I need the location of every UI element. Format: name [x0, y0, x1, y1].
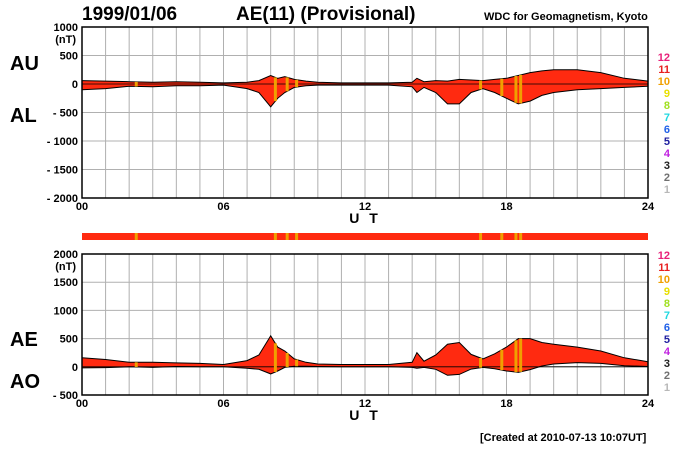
station-bar-highlight — [514, 233, 518, 240]
station-bar-highlight — [134, 233, 138, 240]
x-axis-label: U T — [349, 407, 381, 423]
y-tick-label: 500 — [60, 334, 78, 346]
area-highlight-stripe — [273, 343, 277, 372]
y-tick-label: 0 — [72, 362, 78, 374]
x-tick-label: 06 — [217, 201, 229, 213]
plot-title: AE(11) (Provisional) — [236, 4, 416, 25]
y-tick-label: 0 — [72, 79, 78, 91]
plot-frame — [81, 26, 649, 199]
series-label-al: AL — [10, 105, 37, 127]
area-fill — [82, 69, 648, 107]
series-label-ae: AE — [10, 329, 38, 351]
y-tick-label: 1500 — [54, 277, 78, 289]
legend-item-2: 2 — [664, 370, 670, 382]
legend-item-1: 1 — [664, 184, 670, 196]
legend-item-5: 5 — [664, 334, 670, 346]
station-bar-highlight — [479, 233, 483, 240]
area-highlight-stripe — [479, 80, 483, 90]
legend-item-2: 2 — [664, 172, 670, 184]
x-tick-label: 18 — [500, 398, 512, 410]
x-axis-label: U T — [349, 210, 381, 226]
legend-item-1: 1 — [664, 382, 670, 394]
y-tick-label: - 1000 — [47, 136, 78, 148]
area-highlight-stripe — [295, 79, 299, 88]
legend-item-8: 8 — [664, 100, 670, 112]
series-line-au — [81, 69, 649, 84]
legend-item-8: 8 — [664, 298, 670, 310]
area-highlight-stripe — [500, 78, 504, 96]
area-highlight-stripe — [479, 358, 483, 368]
legend-item-6: 6 — [664, 124, 670, 136]
organization-label: WDC for Geomagnetism, Kyoto — [484, 11, 648, 23]
station-bar-highlight — [519, 233, 523, 240]
plot-date: 1999/01/06 — [82, 4, 178, 25]
y-tick-label: - 1500 — [47, 165, 78, 177]
legend-item-9: 9 — [664, 286, 670, 298]
station-bar-highlight — [295, 233, 299, 240]
y-tick-label: - 2000 — [47, 193, 78, 205]
y-tick-label: - 500 — [53, 390, 78, 402]
area-highlight-stripe — [285, 352, 289, 368]
y-axis-unit: (nT) — [55, 34, 76, 46]
area-highlight-stripe — [500, 349, 504, 371]
x-tick-label: 12 — [359, 398, 371, 410]
legend-item-3: 3 — [664, 160, 670, 172]
area-highlight-stripe — [285, 77, 289, 92]
legend-item-4: 4 — [664, 148, 671, 160]
area-highlight-stripe — [514, 340, 518, 373]
area-highlight-stripe — [273, 77, 277, 102]
y-axis-unit: (nT) — [55, 261, 76, 273]
x-tick-label: 24 — [642, 201, 655, 213]
legend-item-9: 9 — [664, 88, 670, 100]
station-bar — [82, 233, 648, 240]
y-tick-label: - 500 — [53, 108, 78, 120]
series-line-ae — [81, 334, 649, 366]
series-label-ao: AO — [10, 371, 40, 393]
station-bar-highlight — [285, 233, 289, 240]
legend-item-7: 7 — [664, 112, 670, 124]
legend-item-11: 11 — [658, 64, 670, 76]
station-bar-highlight — [273, 233, 277, 240]
area-highlight-stripe — [295, 359, 299, 367]
legend-item-12: 12 — [658, 250, 670, 262]
legend-item-3: 3 — [664, 358, 670, 370]
x-tick-label: 24 — [642, 398, 655, 410]
y-tick-label: 1000 — [54, 22, 78, 34]
area-highlight-stripe — [519, 74, 523, 104]
x-tick-label: 12 — [359, 201, 371, 213]
y-tick-label: 1000 — [54, 305, 78, 317]
area-highlight-stripe — [134, 81, 138, 87]
area-highlight-stripe — [514, 76, 518, 103]
area-fill — [82, 335, 648, 376]
x-tick-label: 06 — [217, 398, 229, 410]
legend-item-5: 5 — [664, 136, 670, 148]
legend-item-4: 4 — [664, 346, 671, 358]
station-bar-highlight — [500, 233, 504, 240]
legend-item-11: 11 — [658, 262, 670, 274]
legend-item-12: 12 — [658, 52, 670, 64]
legend-item-10: 10 — [658, 274, 670, 286]
x-tick-label: 18 — [500, 201, 512, 213]
y-tick-label: 2000 — [54, 249, 78, 261]
area-highlight-stripe — [134, 362, 138, 367]
legend-item-6: 6 — [664, 322, 670, 334]
created-timestamp: [Created at 2010-07-13 10:07UT] — [480, 432, 647, 444]
area-highlight-stripe — [519, 338, 523, 372]
x-tick-label: 00 — [76, 398, 88, 410]
series-label-au: AU — [10, 53, 39, 75]
y-tick-label: 500 — [60, 51, 78, 63]
legend-item-10: 10 — [658, 76, 670, 88]
x-tick-label: 00 — [76, 201, 88, 213]
plot-frame — [81, 253, 649, 396]
series-line-al — [81, 84, 649, 108]
legend-item-7: 7 — [664, 310, 670, 322]
